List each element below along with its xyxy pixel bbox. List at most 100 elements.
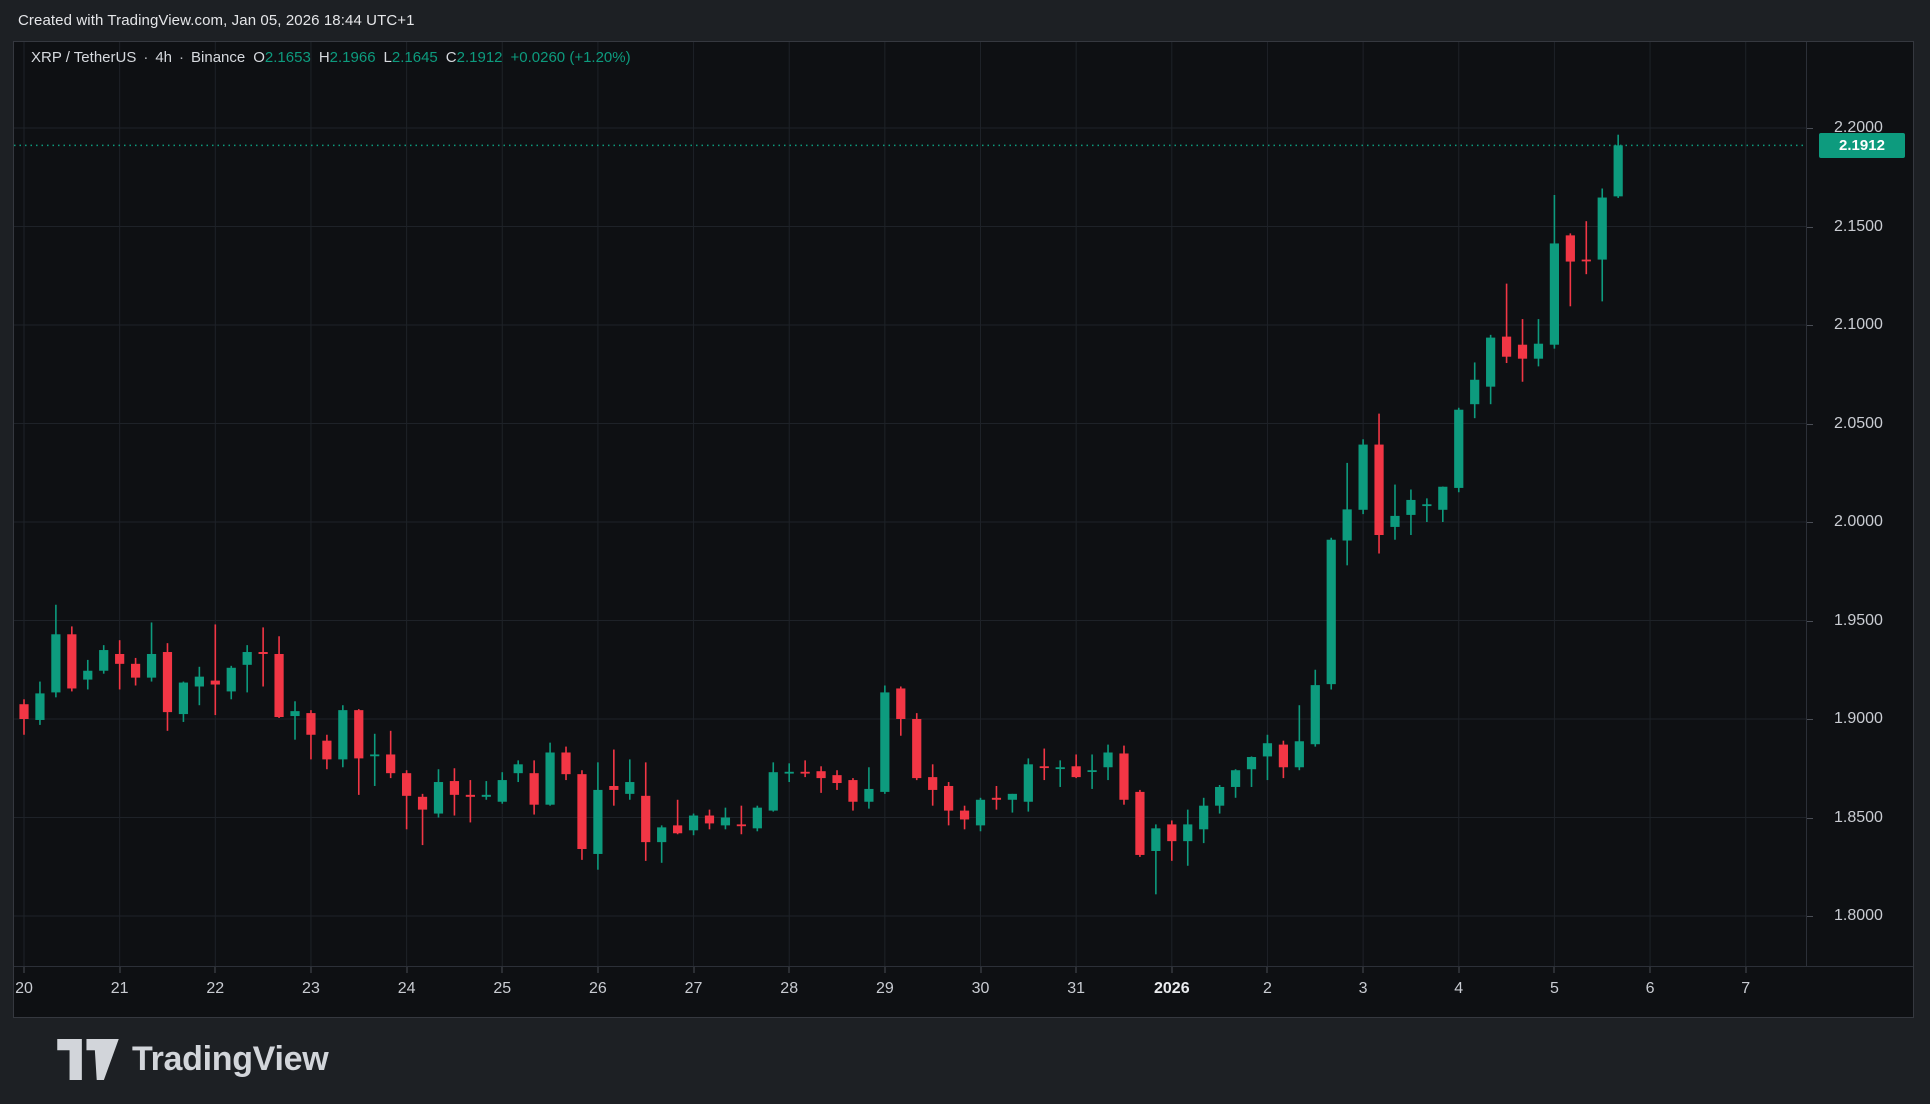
tradingview-wordmark: TradingView — [132, 1040, 329, 1078]
candle-body — [593, 789, 603, 854]
candle-body — [609, 785, 619, 790]
candle-body — [1262, 743, 1273, 757]
time-axis[interactable]: 20 21 22 23 24 25 26 27 28 29 30 31 2026 2 3 4 5 6 7 — [14, 966, 1913, 1018]
current-price-label: 2.1912 — [1819, 132, 1905, 158]
time-axis-tick — [1266, 967, 1268, 973]
chart-plot-area[interactable] — [14, 42, 1807, 966]
price-axis-label: 1.9000 — [1834, 710, 1883, 727]
price-axis-tick — [1807, 128, 1813, 129]
time-axis-tick — [1362, 967, 1364, 973]
price-axis-label: 1.8500 — [1834, 808, 1883, 826]
price-axis-tick — [1807, 719, 1813, 720]
candle-body — [178, 682, 189, 715]
time-axis-label: 25 — [493, 980, 512, 997]
time-axis-tick — [1745, 967, 1747, 973]
time-axis-tick — [1553, 967, 1555, 973]
candle-body — [1374, 444, 1384, 536]
candle-body — [1023, 764, 1033, 802]
candle-body — [1278, 744, 1288, 768]
candle-body — [1294, 741, 1304, 768]
tradingview-logo-icon — [57, 1038, 119, 1080]
candle-body — [19, 704, 29, 719]
footer-bar: TradingView — [0, 1018, 1930, 1104]
candle-body — [83, 670, 93, 680]
time-axis-label: 26 — [588, 980, 607, 997]
time-axis-tick — [406, 967, 408, 973]
time-axis-label: 6 — [1645, 980, 1655, 997]
candle-body — [1565, 235, 1575, 262]
time-axis-tick — [788, 967, 790, 973]
price-axis[interactable]: 2.1912 2.2000 2.1500 2.1000 2.0500 2.0000 1.9… — [1806, 42, 1914, 966]
candle-body — [864, 788, 874, 802]
candle-body — [944, 785, 954, 811]
time-axis-label: 30 — [971, 980, 990, 997]
candle-body — [481, 794, 491, 797]
candle-body — [99, 650, 109, 671]
change-value: +0.0260 (+1.20%) — [510, 48, 631, 66]
candle-body — [115, 653, 125, 664]
candle-body — [1246, 757, 1257, 770]
candle-body — [322, 740, 332, 760]
candle-body — [417, 796, 428, 810]
time-axis-label: 20 — [15, 980, 33, 997]
candle-body — [354, 710, 364, 759]
candle-body — [1199, 805, 1209, 830]
price-axis-tick — [1807, 423, 1813, 425]
candle-body — [752, 807, 762, 829]
open-letter: O — [253, 48, 265, 66]
candle-body — [338, 710, 348, 760]
candle-body — [449, 781, 460, 795]
price-axis-label: 2.0000 — [1834, 513, 1883, 530]
candle-body — [959, 810, 970, 820]
candle-body — [465, 794, 475, 797]
price-axis-tick — [1807, 522, 1813, 523]
candle-body — [1549, 243, 1560, 345]
candle-body — [1358, 444, 1368, 510]
candle-body — [896, 688, 906, 719]
price-axis-label: 1.9500 — [1834, 611, 1883, 629]
time-axis-tick — [597, 967, 599, 973]
candle-body — [1039, 766, 1049, 769]
tradingview-logo[interactable]: TradingView — [57, 1038, 329, 1080]
candle-body — [226, 667, 236, 692]
exchange-label: Binance — [191, 48, 246, 66]
candle-body — [402, 773, 412, 796]
candle-body — [433, 782, 444, 814]
separator-dot: · — [143, 48, 149, 66]
candle-body — [1470, 379, 1480, 405]
price-axis-tick — [1807, 817, 1813, 819]
close-letter: C — [445, 48, 457, 66]
candle-body — [800, 771, 810, 774]
symbol-name[interactable]: XRP / TetherUS — [31, 48, 137, 66]
candle-body — [242, 652, 252, 665]
candle-body — [688, 815, 699, 831]
high-value: 2.1966 — [329, 48, 376, 66]
time-axis-label: 31 — [1067, 980, 1086, 997]
candle-body — [577, 774, 587, 850]
candle-body — [1167, 824, 1177, 842]
candle-body — [657, 827, 667, 843]
candle-body — [513, 764, 523, 774]
candle-body — [210, 680, 220, 685]
low-value: 2.1645 — [391, 48, 438, 66]
candle-body — [704, 815, 715, 824]
time-axis-tick — [310, 967, 312, 973]
time-axis-label: 2 — [1263, 980, 1272, 997]
low-letter: L — [383, 48, 392, 66]
candle-body — [1119, 753, 1129, 800]
interval-label[interactable]: 4h — [155, 48, 173, 66]
candle-body — [816, 771, 826, 779]
time-axis-label: 27 — [684, 980, 703, 997]
candle-body — [1501, 336, 1512, 357]
candle-body — [673, 825, 683, 834]
time-axis-tick — [1458, 967, 1460, 973]
candle-body — [1581, 259, 1591, 262]
candle-body — [736, 824, 746, 827]
price-axis-label: 2.2000 — [1834, 119, 1883, 136]
candle-body — [912, 719, 922, 779]
candle-body — [386, 754, 396, 774]
time-axis-tick — [1171, 967, 1173, 973]
candle-body — [529, 773, 539, 805]
